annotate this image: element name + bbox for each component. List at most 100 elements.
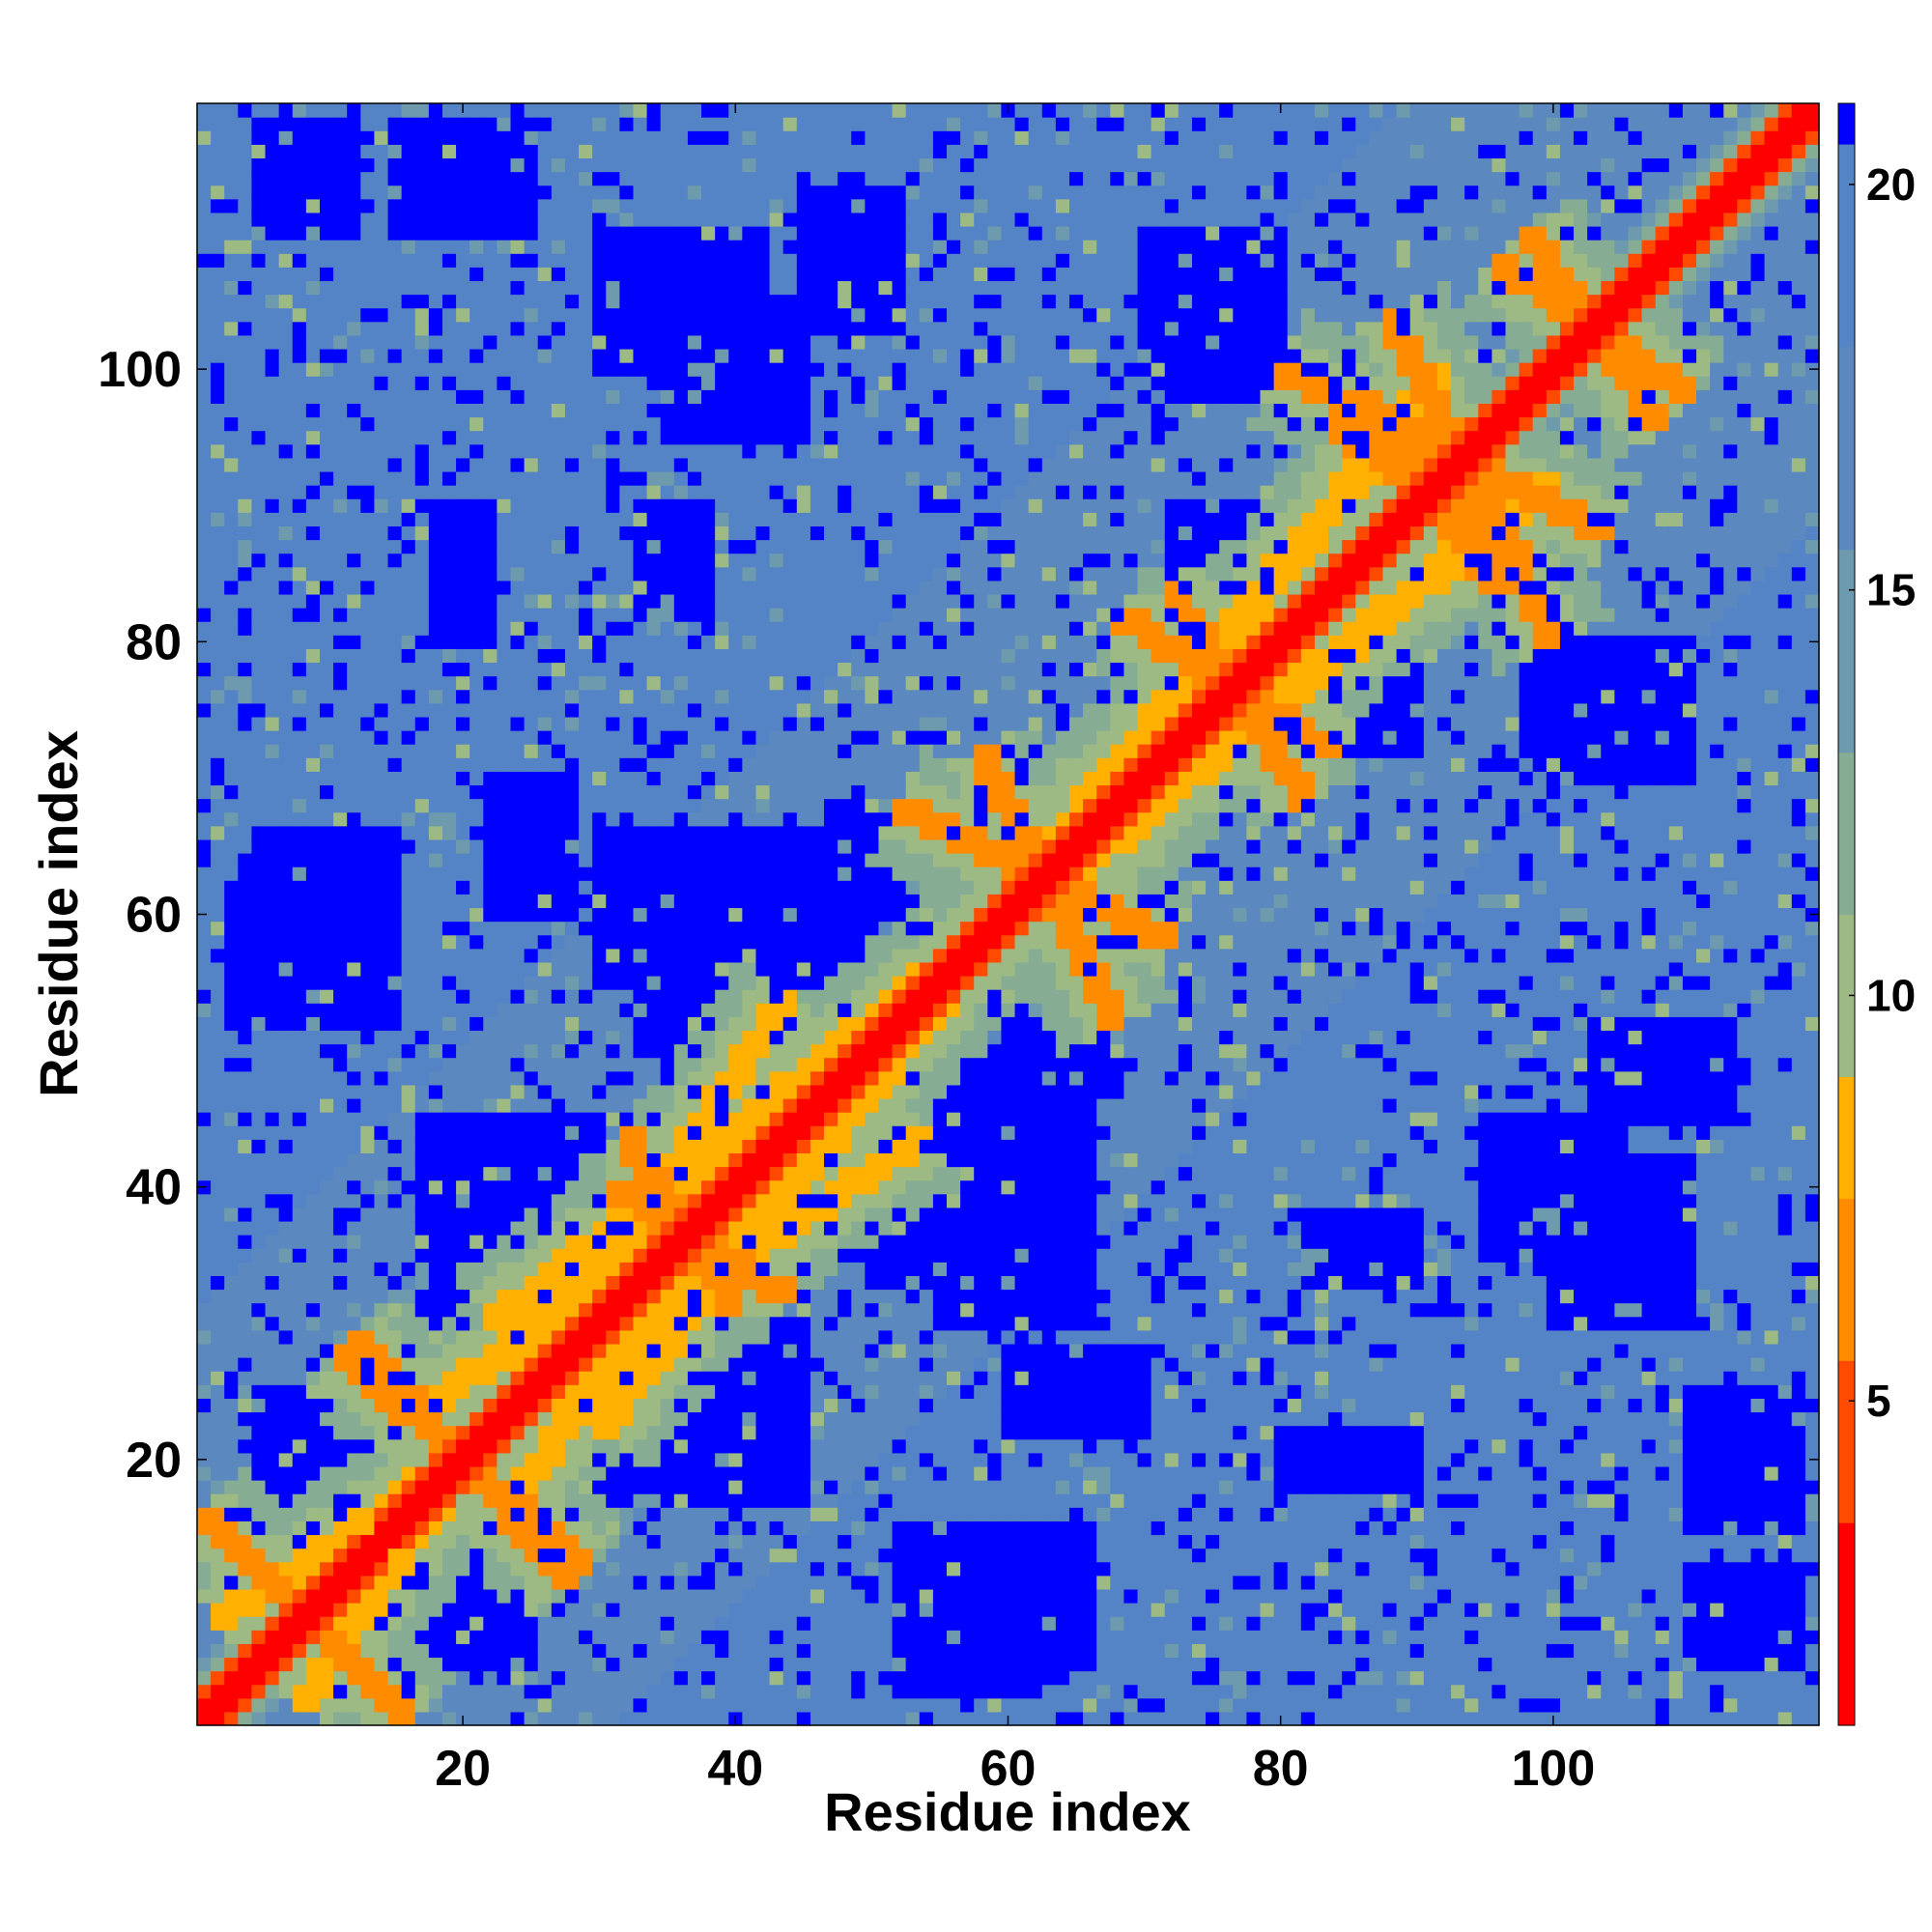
heatmap-cell [278,1493,294,1508]
heatmap-cell [551,1235,566,1249]
heatmap-cell [347,1302,361,1318]
heatmap-cell [224,744,239,758]
heatmap-cell [333,1507,348,1521]
heatmap-cell [510,1588,526,1604]
heatmap-cell [333,416,348,432]
heatmap-cell [197,334,212,350]
heatmap-cell [497,1534,512,1549]
heatmap-cell [646,934,662,950]
heatmap-cell [619,1657,635,1672]
heatmap-cell [483,989,497,1004]
heatmap-cell [251,1480,267,1494]
heatmap-cell [347,811,361,827]
heatmap-cell [537,798,553,813]
heatmap-cell [360,1711,376,1726]
heatmap-cell [619,362,635,377]
heatmap-cell [224,334,239,350]
heatmap-cell [333,280,348,296]
heatmap-cell [305,1289,321,1304]
heatmap-cell [238,757,253,772]
heatmap-cell [292,1043,307,1059]
heatmap-cell [673,1398,689,1413]
heatmap-cell [646,470,662,486]
heatmap-cell [414,771,430,786]
heatmap-cell [224,1112,239,1126]
heatmap-cell [319,539,334,554]
heatmap-cell [551,1193,566,1208]
heatmap-cell [497,1657,512,1672]
heatmap-cell [360,348,376,363]
heatmap-cell [537,185,553,200]
heatmap-cell [414,157,430,173]
heatmap-cell [551,702,566,718]
heatmap-cell [211,485,225,499]
heatmap-cell [456,498,470,513]
heatmap-cell [211,907,225,923]
heatmap-cell [673,485,689,499]
heatmap-cell [211,225,225,241]
heatmap-cell [278,157,294,173]
heatmap-cell [524,757,539,772]
heatmap-cell [579,171,593,186]
heatmap-cell [374,1070,389,1086]
heatmap-cell [401,798,416,813]
heatmap-cell [251,975,267,990]
heatmap-cell [319,171,334,186]
heatmap-cell [347,1097,361,1113]
heatmap-cell [633,553,648,568]
heatmap-cell [319,1452,334,1467]
heatmap-cell [728,1057,743,1072]
heatmap-cell [619,825,635,840]
heatmap-cell [497,485,512,499]
heatmap-cell [510,362,526,377]
heatmap-cell [633,240,648,254]
heatmap-cell [510,1357,526,1372]
heatmap-cell [333,1343,348,1358]
heatmap-cell [469,1452,484,1467]
heatmap-cell [660,1480,675,1494]
heatmap-cell [619,103,635,118]
heatmap-cell [579,948,593,963]
heatmap-cell [551,1329,566,1345]
heatmap-cell [619,1193,635,1208]
heatmap-cell [755,389,771,404]
heatmap-cell [524,894,539,909]
heatmap-cell [251,1003,267,1017]
heatmap-cell [606,1003,620,1017]
heatmap-cell [701,1179,716,1195]
heatmap-cell [360,1030,376,1045]
heatmap-cell [646,103,662,118]
heatmap-cell [319,853,334,867]
heatmap-cell [333,198,348,213]
heatmap-cell [564,648,580,664]
heatmap-cell [360,825,376,840]
heatmap-cell [347,1057,361,1072]
heatmap-cell [292,825,307,840]
heatmap-cell [755,771,771,786]
heatmap-cell [755,267,771,282]
heatmap-cell [606,1125,620,1140]
heatmap-cell [469,1275,484,1291]
heatmap-cell [360,1070,376,1086]
heatmap-cell [483,470,497,486]
heatmap-cell [441,1684,457,1699]
heatmap-cell [524,1057,539,1072]
heatmap-cell [633,1179,648,1195]
heatmap-cell [428,1452,443,1467]
heatmap-cell [333,321,348,336]
heatmap-cell [742,757,757,772]
heatmap-cell [224,403,239,418]
heatmap-cell [305,253,321,268]
heatmap-cell [687,198,702,213]
heatmap-cell [414,225,430,241]
heatmap-cell [401,1603,416,1617]
heatmap-cell [619,430,635,445]
heatmap-cell [374,512,389,526]
heatmap-cell [374,1630,389,1644]
heatmap-cell [497,1220,512,1236]
heatmap-cell [524,144,539,159]
heatmap-cell [660,1684,675,1699]
heatmap-cell [347,171,361,186]
heatmap-cell [619,1070,635,1086]
heatmap-cell [387,1452,403,1467]
